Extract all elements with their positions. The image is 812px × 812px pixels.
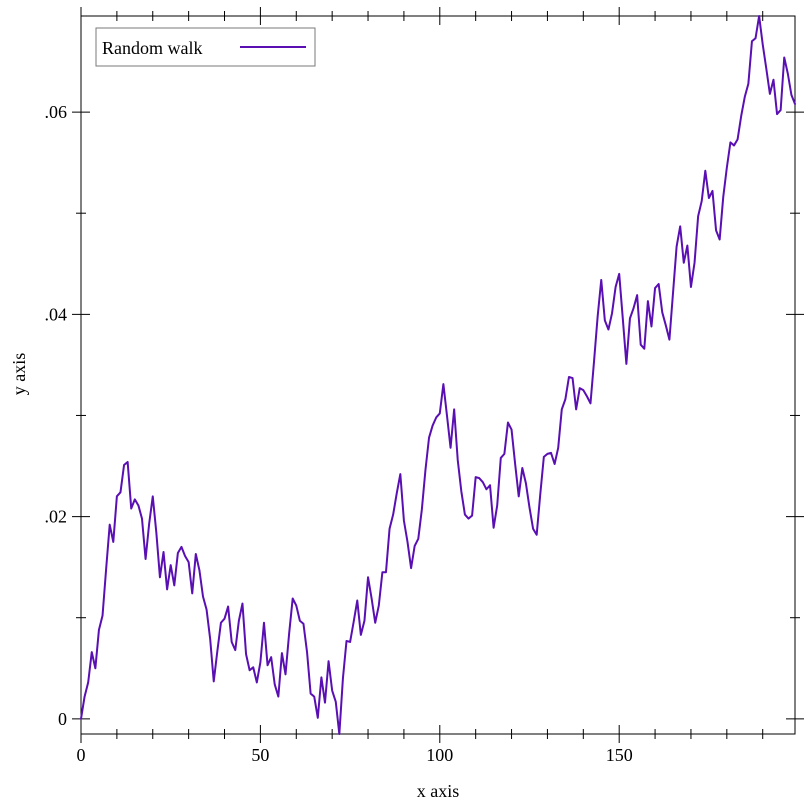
- plot-frame: [80, 15, 796, 735]
- legend-label: Random walk: [102, 38, 203, 58]
- y-tick-label: .06: [45, 102, 68, 122]
- legend: Random walk: [95, 27, 316, 67]
- series-layer: [80, 15, 796, 735]
- axes: 0 50 100 150 0 .02 .04 .06: [45, 7, 804, 765]
- x-tick-label: 50: [251, 745, 269, 765]
- y-tick-label: .02: [45, 507, 68, 527]
- x-tick-label: 0: [77, 745, 86, 765]
- x-axis-label: x axis: [417, 781, 460, 801]
- y-axis-label: y axis: [9, 353, 29, 396]
- x-tick-label: 150: [606, 745, 633, 765]
- series-line-random-walk: [80, 15, 796, 735]
- y-tick-label: .04: [45, 304, 68, 324]
- x-tick-label: 100: [426, 745, 453, 765]
- y-tick-label: 0: [58, 709, 67, 729]
